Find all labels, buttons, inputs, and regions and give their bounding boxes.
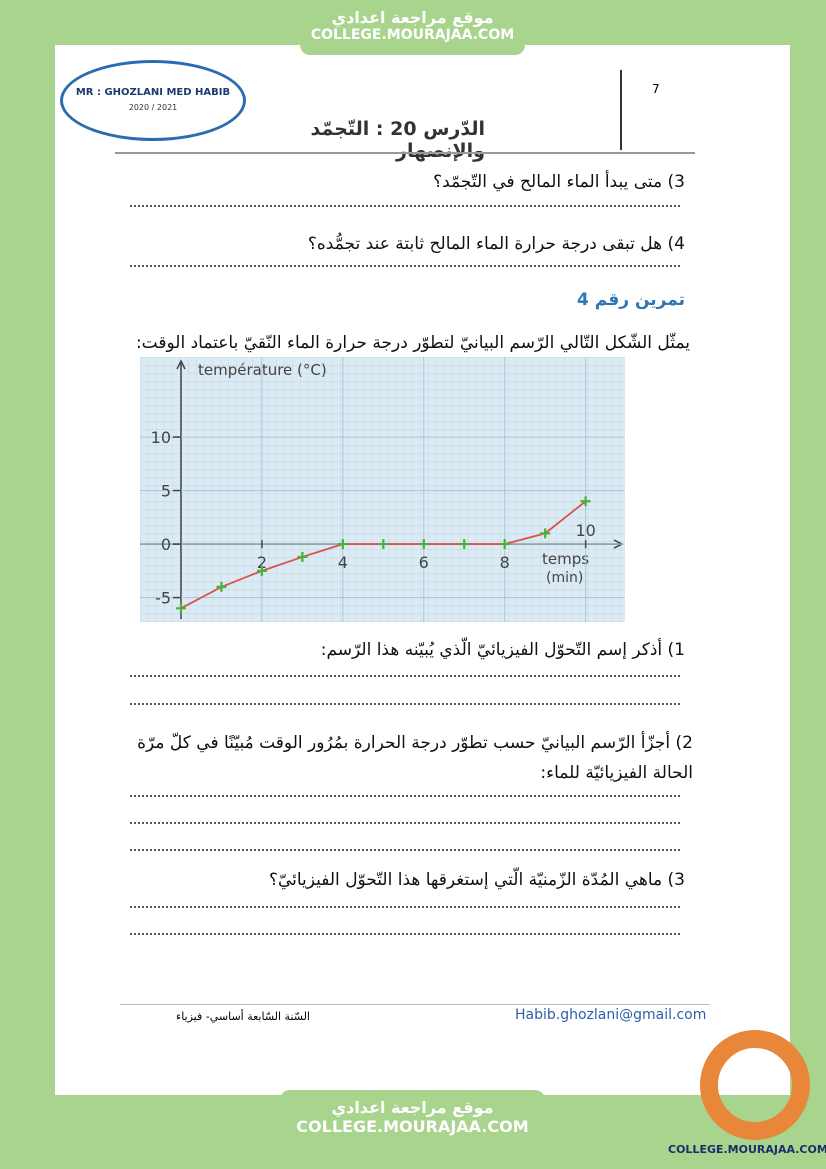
- y-tick-label: 0: [161, 535, 171, 554]
- teacher-logo: MR : GHOZLANI MED HABIB 2020 / 2021: [60, 60, 246, 141]
- site-name: موقع مراجعة اعدادي: [331, 8, 494, 27]
- answer-line: [130, 822, 680, 824]
- data-point: [459, 539, 470, 550]
- chart-grid-pattern: [140, 357, 625, 622]
- y-tick-label: 10: [151, 428, 171, 447]
- logo-url: COLLEGE.MOURAJAA.COM: [668, 1143, 826, 1156]
- page-number: 7: [652, 82, 660, 96]
- answer-line: [130, 675, 680, 677]
- site-url: COLLEGE.MOURAJAA.COM: [296, 1117, 529, 1136]
- footer-rule: [120, 1004, 710, 1005]
- header-rule: [115, 152, 695, 154]
- email: Habib.ghozlani@gmail.com: [515, 1007, 707, 1023]
- x-tick-label: 8: [500, 553, 510, 572]
- data-point: [216, 581, 227, 592]
- data-point: [540, 528, 551, 539]
- question: 3) ماهي المُدّة الزّمنيّة الّتي إستغرقها…: [268, 870, 685, 890]
- x-axis-unit: (min): [546, 570, 583, 586]
- x-tick-label: 2: [257, 553, 267, 572]
- y-tick-label: -5: [155, 589, 171, 608]
- question: 2) أجزّأ الرّسم البيانيّ حسب تطوّر درجة …: [137, 733, 693, 783]
- exercise-intro: يمثّل الشّكل التّالي الرّسم البيانيّ لتط…: [135, 333, 690, 353]
- teacher-name: MR : GHOZLANI MED HABIB: [75, 87, 231, 98]
- question: 4) هل تبقى درجة حرارة الماء المالح ثابتة…: [307, 234, 685, 254]
- data-point: [297, 551, 308, 562]
- answer-line: [130, 703, 680, 705]
- data-point: [418, 539, 429, 550]
- bottom-banner: موقع مراجعة اعدادي COLLEGE.MOURAJAA.COM: [280, 1090, 545, 1150]
- y-tick-label: 5: [161, 482, 171, 501]
- question: 3) متى يبدأ الماء المالح في التّجمّد؟: [433, 172, 685, 192]
- site-url: COLLEGE.MOURAJAA.COM: [310, 27, 515, 43]
- data-point: [256, 565, 267, 576]
- exercise-title: تمرين رقم 4: [577, 290, 685, 310]
- data-point: [337, 539, 348, 550]
- page-box: 7: [620, 70, 697, 150]
- x-axis-label: temps: [542, 550, 589, 568]
- answer-line: [130, 849, 680, 851]
- data-point: [176, 603, 186, 614]
- level: السّنة السّابعة أساسي- فيزياء: [176, 1010, 310, 1023]
- answer-line: [130, 906, 680, 908]
- x-tick-label: 10: [575, 521, 595, 540]
- answer-line: [130, 795, 680, 797]
- x-tick-label: 6: [419, 553, 429, 572]
- data-point: [499, 539, 510, 550]
- data-point: [378, 539, 389, 550]
- y-axis-arrow: [176, 359, 186, 370]
- top-banner: موقع مراجعة اعدادي COLLEGE.MOURAJAA.COM: [300, 0, 525, 55]
- site-name: موقع مراجعة اعدادي: [331, 1098, 494, 1117]
- answer-line: [130, 933, 680, 935]
- x-tick-label: 4: [338, 553, 348, 572]
- answer-line: [130, 205, 680, 207]
- site-logo: [700, 1030, 810, 1140]
- data-point: [580, 496, 591, 507]
- answer-line: [130, 265, 680, 267]
- school-year: 2020 / 2021: [128, 103, 178, 112]
- question: 1) أذكر إسم التّحوّل الفيزيائيّ الّذي يُ…: [320, 640, 685, 660]
- lesson-title: الدّرس 20 : التّجمّد والإنصهار: [310, 118, 486, 162]
